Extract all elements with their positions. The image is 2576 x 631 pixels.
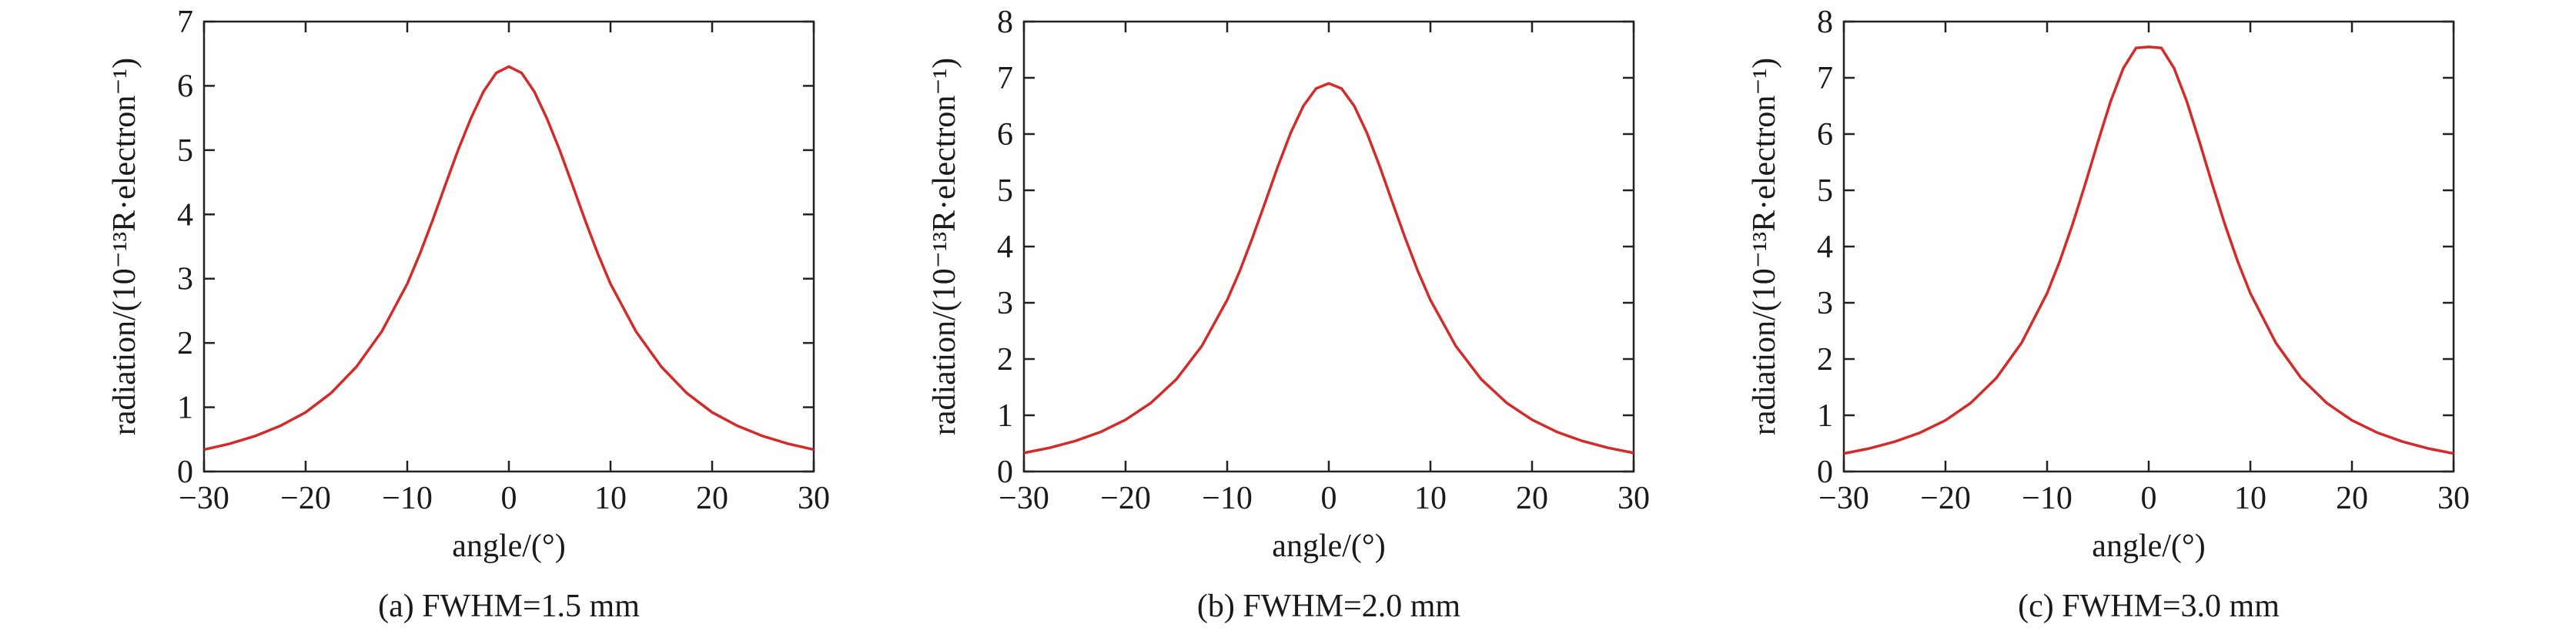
y-tick-label: 3 — [177, 262, 193, 297]
y-tick-label: 2 — [997, 342, 1013, 378]
y-tick-label: 7 — [1817, 61, 1833, 96]
x-tick-label: 30 — [1618, 481, 1650, 516]
x-tick-label: 10 — [594, 481, 627, 516]
x-axis-label: angle/(°) — [1272, 529, 1385, 564]
plot-frame — [202, 20, 815, 473]
series-line — [1843, 45, 2454, 455]
x-tick-label: 0 — [2141, 481, 2157, 516]
x-tick-label: 20 — [696, 481, 728, 516]
panel-caption: (b) FWHM=2.0 mm — [1197, 589, 1461, 624]
chart-panel-1: −30 −20 −10 0 10 20 30 0 1 2 3 4 5 6 7 8 angle/(°) radiat… — [927, 5, 1650, 624]
chart-panel-0: −30 −20 −10 0 10 20 30 0 1 2 3 4 5 6 7 angle/(°) radiati… — [107, 5, 830, 624]
x-tick-label: −20 — [1920, 481, 1971, 516]
y-tick-label: 4 — [1817, 230, 1833, 265]
y-tick-label: 1 — [177, 391, 193, 426]
x-tick-label: −10 — [1202, 481, 1253, 516]
x-tick-label: 10 — [2234, 481, 2267, 516]
y-tick-label: 1 — [997, 398, 1013, 434]
series-line — [203, 65, 815, 451]
y-tick-label: 2 — [177, 326, 193, 361]
x-tick-label: 10 — [1414, 481, 1447, 516]
chart-panel-2: −30 −20 −10 0 10 20 30 0 1 2 3 4 5 6 7 8 angle/(°) radiat… — [1747, 5, 2470, 624]
y-tick-label: 4 — [177, 197, 193, 233]
y-tick-label: 8 — [1817, 5, 1833, 40]
x-tick-label: −20 — [1100, 481, 1151, 516]
panel-caption: (c) FWHM=3.0 mm — [2018, 589, 2280, 624]
x-tick-label: 0 — [501, 481, 517, 516]
x-tick-label: −30 — [1818, 481, 1869, 516]
y-tick-label: 4 — [997, 230, 1013, 265]
y-axis-label: radiation/(10⁻¹³R·electron⁻¹) — [927, 58, 962, 435]
y-tick-label: 5 — [177, 133, 193, 169]
y-tick-label: 6 — [997, 117, 1013, 153]
y-tick-label: 0 — [997, 455, 1013, 490]
x-axis-label: angle/(°) — [452, 529, 565, 564]
y-axis-label: radiation/(10⁻¹³R·electron⁻¹) — [1747, 58, 1782, 435]
y-tick-label: 0 — [1817, 455, 1833, 490]
x-tick-label: −30 — [999, 481, 1049, 516]
y-tick-label: 0 — [177, 455, 193, 490]
x-tick-label: 30 — [2437, 481, 2470, 516]
y-tick-label: 6 — [177, 69, 193, 104]
y-tick-label: 2 — [1817, 342, 1833, 378]
x-tick-label: −10 — [2022, 481, 2073, 516]
plot-frame — [1842, 20, 2455, 473]
y-tick-label: 5 — [997, 173, 1013, 209]
x-tick-label: −20 — [280, 481, 331, 516]
y-tick-label: 7 — [177, 5, 193, 40]
x-tick-label: 20 — [2336, 481, 2368, 516]
series-line — [1023, 82, 1634, 455]
plot-frame — [1022, 20, 1635, 473]
x-tick-label: 0 — [1321, 481, 1337, 516]
x-tick-label: −10 — [382, 481, 433, 516]
y-tick-label: 3 — [997, 286, 1013, 321]
x-tick-label: 30 — [798, 481, 830, 516]
y-tick-label: 6 — [1817, 117, 1833, 153]
x-axis-label: angle/(°) — [2092, 529, 2205, 564]
y-tick-label: 1 — [1817, 398, 1833, 434]
y-tick-label: 8 — [997, 5, 1013, 40]
panel-caption: (a) FWHM=1.5 mm — [378, 589, 640, 624]
y-tick-label: 7 — [997, 61, 1013, 96]
y-tick-label: 5 — [1817, 173, 1833, 209]
x-tick-label: 20 — [1516, 481, 1548, 516]
y-tick-label: 3 — [1817, 286, 1833, 321]
y-axis-label: radiation/(10⁻¹³R·electron⁻¹) — [107, 58, 142, 435]
x-tick-label: −30 — [179, 481, 229, 516]
